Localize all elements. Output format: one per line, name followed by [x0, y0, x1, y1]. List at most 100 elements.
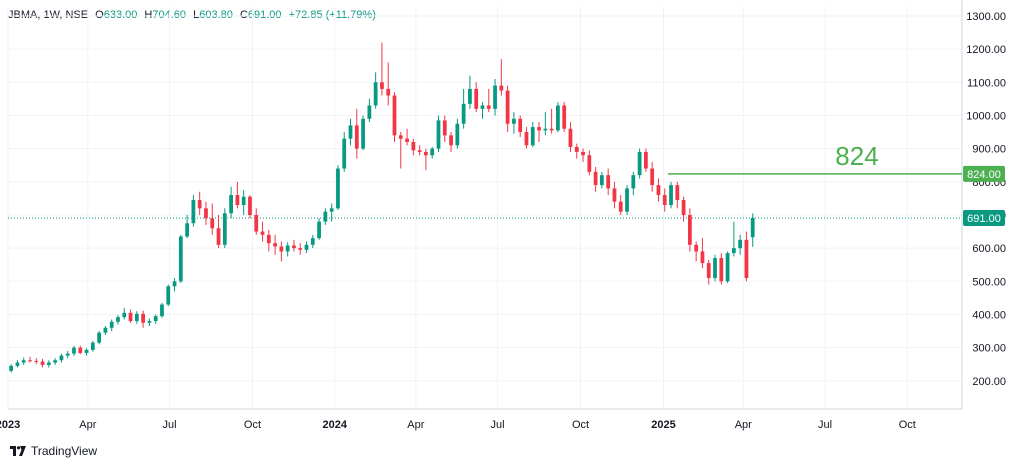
- candle: [185, 214, 189, 239]
- candle-body: [323, 211, 328, 222]
- candle-body: [436, 120, 441, 149]
- x-tick-label: Jul: [491, 419, 505, 431]
- candle-body: [713, 258, 717, 278]
- x-tick-label: Apr: [735, 419, 752, 431]
- candle-body: [398, 135, 403, 139]
- y-tick-label: 1300.00: [966, 11, 1006, 23]
- candle-body: [530, 127, 535, 146]
- candle-body: [116, 317, 120, 322]
- candle: [675, 181, 680, 209]
- candle-body: [254, 214, 259, 232]
- candle-body: [373, 82, 378, 106]
- candle-body: [625, 188, 629, 212]
- candle-body: [562, 105, 567, 129]
- candle-body: [537, 127, 541, 131]
- candle: [631, 171, 636, 196]
- candle-body: [210, 218, 215, 229]
- last-price-box: [963, 209, 1005, 226]
- tradingview-brand[interactable]: TradingView: [10, 444, 97, 458]
- candle: [574, 143, 579, 159]
- candle-body: [486, 105, 491, 109]
- candle-body: [568, 128, 573, 147]
- candle-body: [731, 248, 736, 254]
- candle-body: [606, 175, 611, 189]
- candle-body: [631, 175, 636, 189]
- candle-body: [512, 118, 516, 124]
- candle: [455, 118, 460, 149]
- symbol-label: JBMA, 1W, NSE: [8, 9, 89, 21]
- candle-body: [15, 362, 20, 366]
- candle: [499, 59, 504, 96]
- candle-body: [273, 243, 277, 247]
- low-value: 603.80: [199, 9, 233, 21]
- candle-body: [40, 361, 45, 365]
- candle: [725, 251, 730, 283]
- candle-body: [449, 135, 453, 146]
- last-price-label: 691.00: [967, 213, 1001, 225]
- candle: [505, 85, 510, 133]
- candle: [593, 166, 598, 192]
- x-tick-label: 2024: [323, 419, 348, 431]
- y-tick-label: 900.00: [972, 144, 1006, 156]
- candle: [279, 241, 284, 262]
- x-tick-label: Oct: [899, 419, 916, 431]
- candle-body: [681, 200, 686, 215]
- x-tick-label: Oct: [244, 419, 261, 431]
- y-tick-label: 1200.00: [966, 44, 1006, 56]
- candle-body: [128, 312, 133, 322]
- candle: [411, 138, 416, 156]
- candle: [72, 345, 76, 356]
- candle: [298, 243, 303, 255]
- candle-body: [480, 105, 485, 109]
- candle: [266, 229, 271, 252]
- y-tick-label: 400.00: [972, 309, 1006, 321]
- candle: [254, 208, 259, 235]
- candle-body: [744, 239, 749, 278]
- candle: [153, 314, 158, 324]
- candle-body: [430, 148, 435, 156]
- candle: [461, 88, 466, 129]
- candle: [310, 234, 315, 249]
- candle: [122, 307, 127, 320]
- candle-body: [90, 342, 95, 350]
- target-annotation: 824: [835, 141, 878, 171]
- y-tick-label: 200.00: [972, 376, 1006, 388]
- candle: [750, 213, 755, 247]
- candle: [687, 208, 692, 252]
- close-value: 691.00: [247, 9, 282, 21]
- candle: [581, 148, 585, 162]
- candle: [650, 161, 655, 192]
- candle: [367, 98, 372, 123]
- tradingview-logo-icon: [10, 446, 26, 456]
- candle: [65, 350, 70, 359]
- candle: [191, 195, 196, 227]
- candle-body: [700, 251, 705, 264]
- candle-body: [260, 231, 265, 235]
- low-key: L: [193, 9, 200, 21]
- candle-body: [587, 155, 592, 172]
- candle-body: [719, 258, 724, 282]
- candle: [549, 108, 554, 134]
- candle-body: [600, 175, 604, 186]
- candle-body: [266, 234, 271, 244]
- candle: [15, 360, 20, 368]
- candle: [216, 214, 221, 249]
- candle: [386, 62, 391, 106]
- candle-body: [21, 360, 26, 363]
- candle: [587, 150, 592, 176]
- target-price-label: 824.00: [967, 169, 1001, 181]
- candle: [317, 218, 321, 240]
- y-tick-label: 300.00: [972, 343, 1006, 355]
- candle: [644, 148, 648, 172]
- candle-body: [53, 360, 58, 363]
- candle: [449, 132, 453, 152]
- candle-body: [78, 347, 83, 353]
- candle: [524, 127, 529, 149]
- x-tick-label: Apr: [79, 419, 96, 431]
- candle-body: [72, 347, 76, 354]
- candle: [468, 75, 472, 109]
- candle-body: [185, 223, 189, 237]
- candle: [21, 357, 26, 365]
- candle: [694, 241, 699, 262]
